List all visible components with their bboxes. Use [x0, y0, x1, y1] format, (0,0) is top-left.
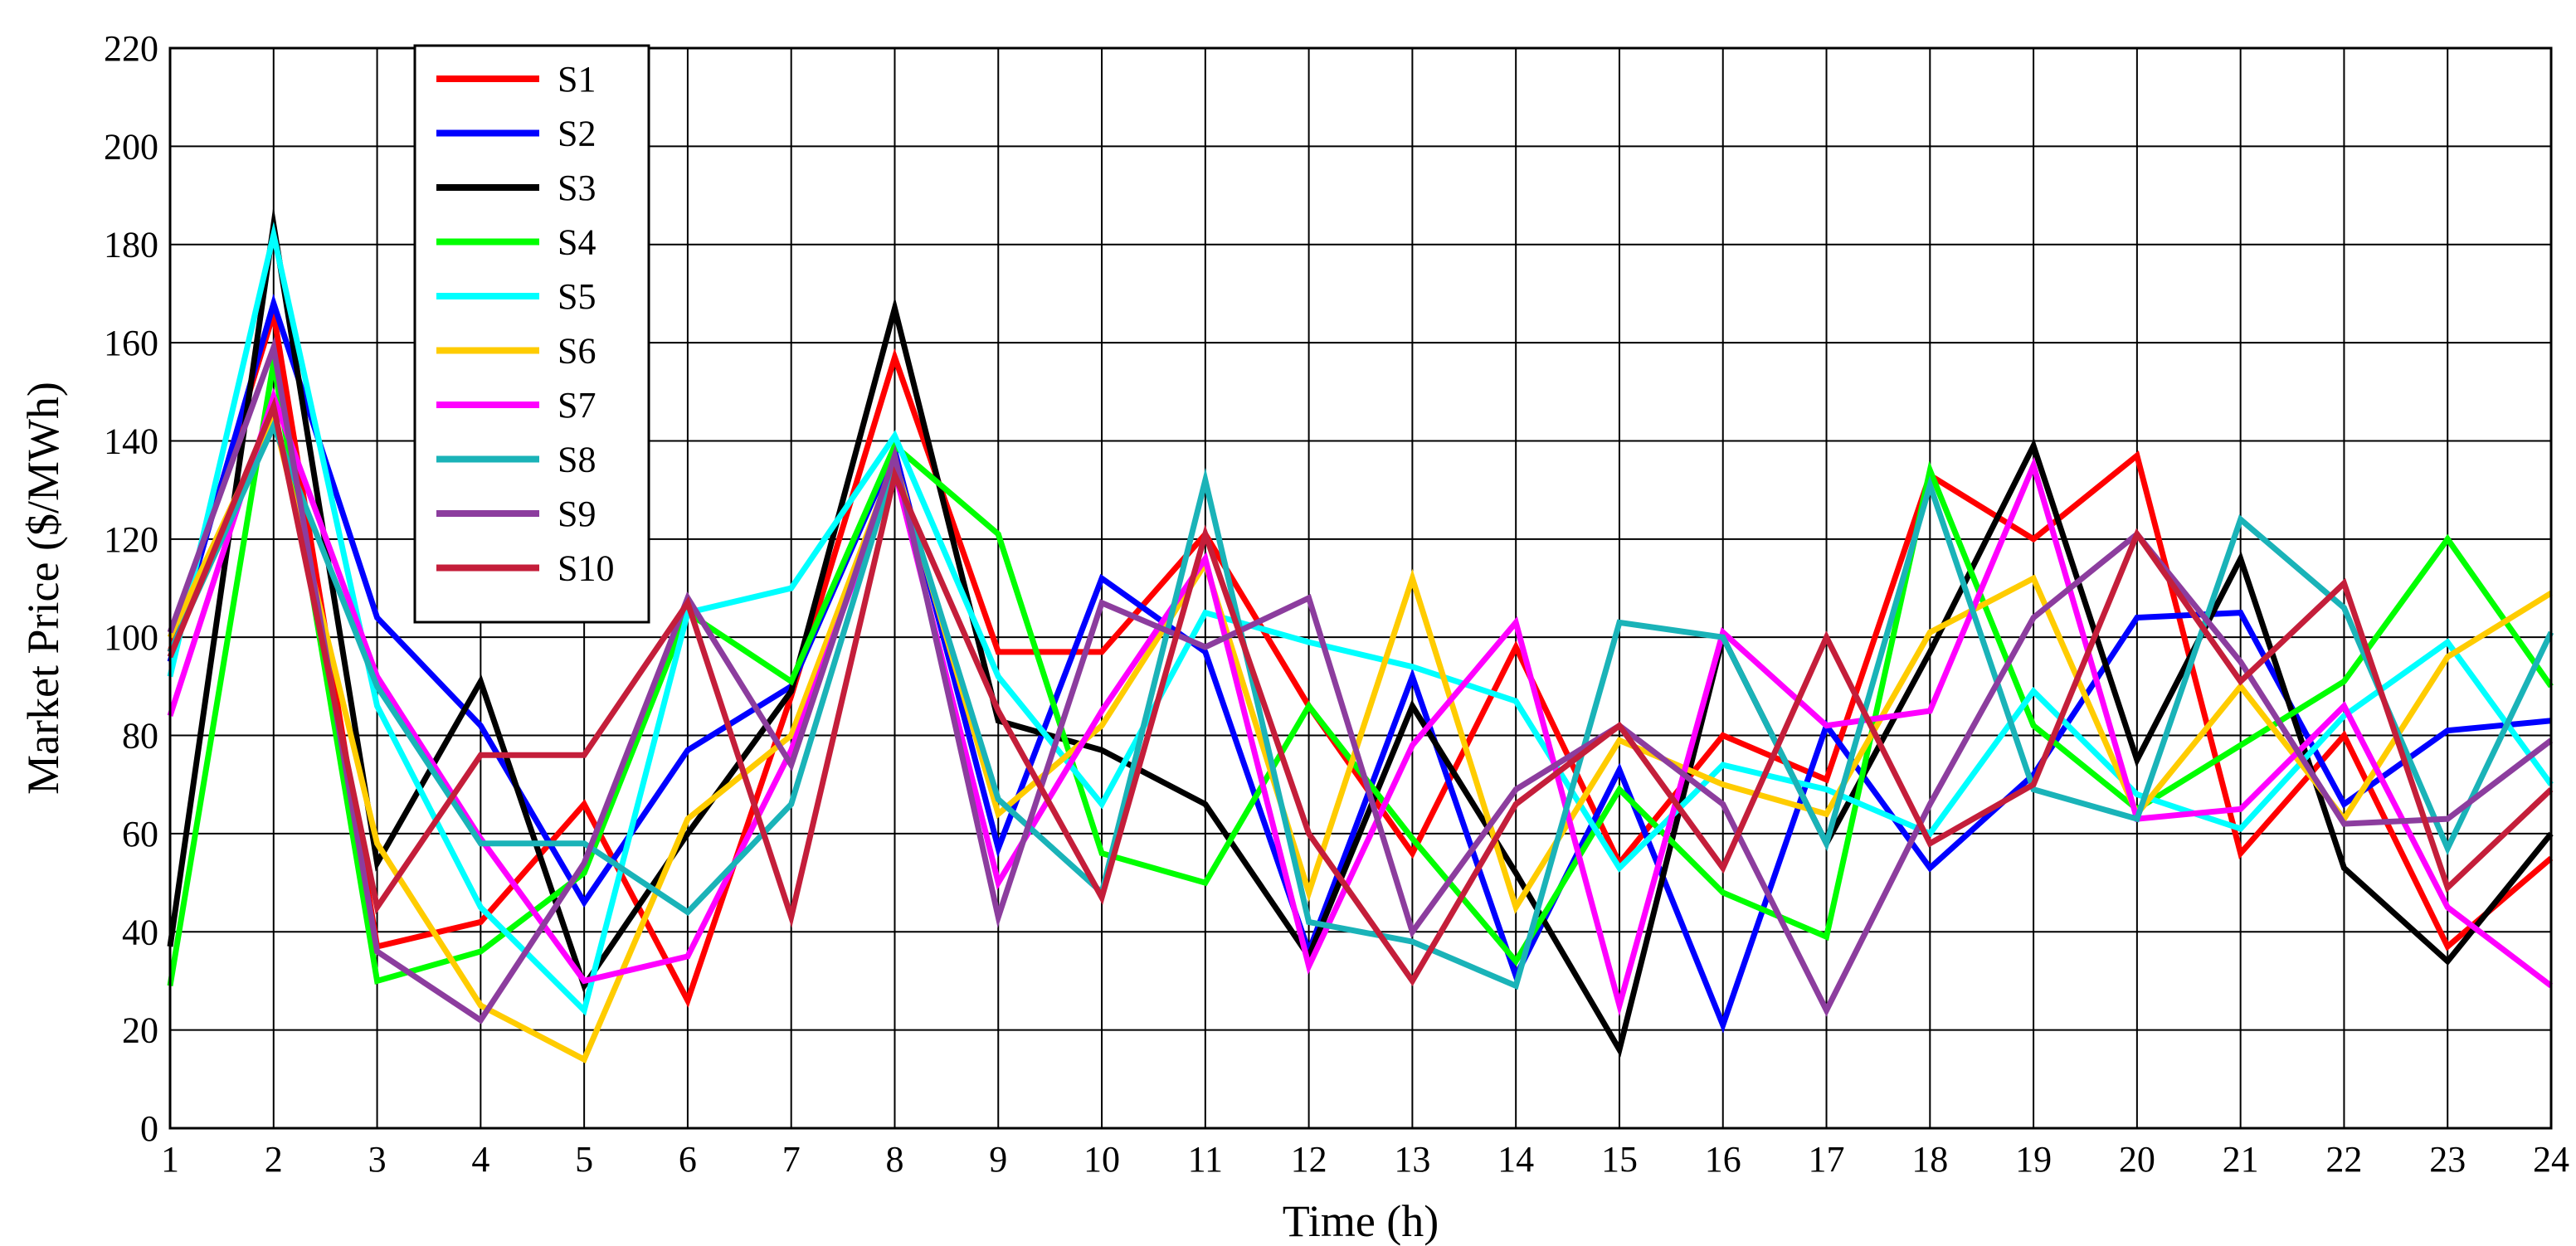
x-tick-label: 13 — [1394, 1139, 1430, 1180]
x-tick-label: 5 — [575, 1139, 593, 1180]
legend-label: S5 — [558, 276, 596, 317]
y-tick-label: 40 — [122, 912, 158, 952]
x-tick-label: 7 — [782, 1139, 801, 1180]
legend-item: S5 — [436, 276, 596, 317]
legend-label: S8 — [558, 440, 596, 480]
series-s2 — [167, 293, 2552, 1034]
legend-item: S6 — [436, 331, 596, 372]
y-tick-label: 220 — [104, 28, 158, 69]
legend-item: S10 — [436, 548, 614, 589]
series-s5 — [167, 221, 2554, 1016]
plot-frame — [168, 46, 2553, 1130]
y-tick-label: 160 — [104, 323, 158, 363]
legend-item: S3 — [436, 168, 596, 208]
legend-item: S8 — [436, 440, 596, 480]
series-s1 — [167, 300, 2554, 1008]
series-s3 — [167, 205, 2554, 1058]
series-s6 — [167, 407, 2553, 1063]
series-layer — [167, 205, 2554, 1063]
legend-label: S3 — [558, 168, 596, 208]
x-tick-label: 1 — [161, 1139, 179, 1180]
x-tick-label: 8 — [885, 1139, 903, 1180]
x-tick-label: 22 — [2325, 1139, 2362, 1180]
x-tick-label: 15 — [1601, 1139, 1638, 1180]
x-axis-title: Time (h) — [1283, 1196, 1439, 1246]
y-tick-label: 20 — [122, 1010, 158, 1051]
legend-label: S1 — [558, 59, 596, 100]
series-line — [167, 221, 2554, 1016]
y-tick-label: 180 — [104, 225, 158, 265]
series-line — [167, 293, 2552, 1034]
x-tick-label: 18 — [1911, 1139, 1948, 1180]
legend-item: S4 — [436, 222, 596, 263]
y-axis-title: Market Price ($/MWh) — [18, 382, 68, 795]
y-tick-label: 0 — [140, 1108, 158, 1149]
x-tick-label: 4 — [471, 1139, 489, 1180]
y-tick-label: 120 — [104, 519, 158, 560]
series-line — [167, 205, 2554, 1058]
legend-label: S2 — [558, 114, 596, 154]
x-tick-label: 20 — [2119, 1139, 2155, 1180]
y-tick-label: 140 — [104, 421, 158, 461]
x-tick-label: 23 — [2429, 1139, 2466, 1180]
series-line — [167, 418, 2554, 990]
legend: S1 S2 S3 S4 S5 S6 S7 S8 S9 S10 — [413, 44, 650, 624]
y-tick-label: 100 — [104, 617, 158, 658]
series-line — [167, 300, 2554, 1008]
series-s7 — [167, 387, 2554, 1017]
legend-label: S9 — [558, 494, 596, 534]
x-tick-label: 11 — [1188, 1139, 1223, 1180]
series-line — [167, 407, 2553, 1063]
x-tick-label: 21 — [2223, 1139, 2259, 1180]
series-line — [167, 387, 2554, 1017]
x-tick-label: 17 — [1809, 1139, 1845, 1180]
y-tick-label: 200 — [104, 126, 158, 167]
y-tick-label: 80 — [122, 716, 158, 757]
legend-label: S10 — [558, 548, 614, 589]
x-tick-label: 14 — [1497, 1139, 1534, 1180]
legend-box — [413, 44, 650, 624]
series-s10 — [167, 397, 2554, 986]
legend-item: S2 — [436, 114, 596, 154]
x-tick-label: 9 — [989, 1139, 1007, 1180]
x-tick-label: 12 — [1291, 1139, 1327, 1180]
x-tick-label: 16 — [1705, 1139, 1741, 1180]
legend-item: S1 — [436, 59, 596, 100]
x-tick-label: 6 — [679, 1139, 697, 1180]
series-line — [167, 397, 2554, 986]
x-tick-label: 24 — [2533, 1139, 2569, 1180]
legend-label: S7 — [558, 385, 596, 426]
legend-item: S7 — [436, 385, 596, 426]
tick-layer: 1 2 3 4 5 6 7 8 9 10 11 12 13 14 15 16 17 18 19 20 21 22 23 240… — [104, 28, 2569, 1180]
x-tick-label: 3 — [368, 1139, 387, 1180]
legend-label: S4 — [558, 222, 596, 263]
x-tick-label: 19 — [2015, 1139, 2052, 1180]
legend-item: S9 — [436, 494, 596, 534]
y-tick-label: 60 — [122, 814, 158, 854]
x-tick-label: 10 — [1083, 1139, 1120, 1180]
series-s8 — [167, 418, 2554, 990]
x-tick-label: 2 — [265, 1139, 283, 1180]
legend-label: S6 — [558, 331, 596, 372]
